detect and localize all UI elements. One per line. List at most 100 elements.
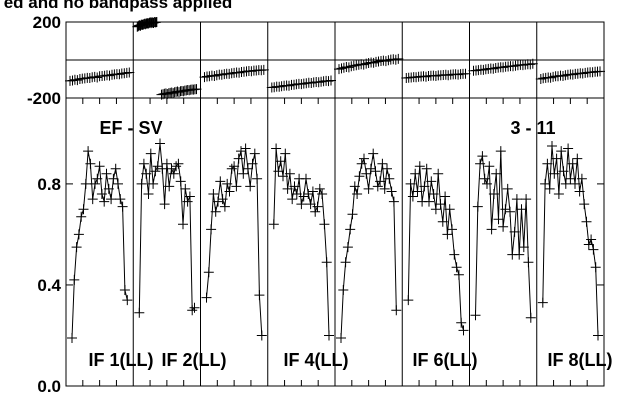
- phase-series-point: [393, 53, 404, 64]
- amplitude-series-point: [110, 163, 121, 174]
- phase-series-point: [209, 71, 220, 81]
- amplitude-series-point: [556, 146, 567, 157]
- phase-series-point: [72, 75, 83, 86]
- amplitude-series-point: [236, 146, 246, 157]
- amplitude-series-point: [284, 168, 295, 179]
- amplitude-series-point: [67, 333, 77, 343]
- amplitude-series-point: [136, 178, 147, 189]
- amplitude-series-point: [475, 158, 486, 169]
- amplitude-series-point: [83, 146, 94, 157]
- phase-series-point: [92, 72, 103, 83]
- amplitude-series-point: [477, 151, 488, 162]
- amplitude-series-point: [368, 148, 379, 159]
- amplitude-series-point: [115, 194, 126, 205]
- amplitude-series-line: [206, 148, 263, 336]
- amplitude-series-point: [388, 196, 399, 207]
- amplitude-series-point: [435, 199, 446, 210]
- amplitude-series-point: [321, 257, 332, 268]
- amplitude-series-point: [312, 201, 323, 212]
- phase-series-point: [124, 67, 135, 78]
- amplitude-series-point: [280, 148, 291, 159]
- phase-series-point: [191, 84, 202, 95]
- phase-series-point: [380, 56, 391, 67]
- phase-series-point: [199, 72, 210, 83]
- amplitude-series-point: [442, 229, 453, 240]
- amplitude-series-point: [377, 158, 388, 169]
- amplitude-series-point: [275, 156, 286, 167]
- amplitude-series-point: [245, 181, 256, 192]
- amplitude-series-point: [514, 249, 525, 260]
- amplitude-series-point: [307, 186, 318, 197]
- amplitude-series-point: [407, 191, 418, 202]
- amplitude-series-point: [563, 143, 574, 154]
- amplitude-series-point: [278, 171, 288, 182]
- amplitude-series-point: [352, 189, 363, 199]
- amplitude-series-point: [173, 158, 184, 169]
- amplitude-series-point: [542, 158, 553, 169]
- amplitude-series-point: [372, 181, 383, 192]
- amplitude-series-point: [305, 199, 316, 210]
- amplitude-series-point: [449, 249, 460, 260]
- amplitude-series-point: [301, 173, 311, 184]
- amplitude-series-point: [287, 194, 298, 205]
- amplitude-series-point: [493, 214, 504, 225]
- amplitude-series-point: [242, 163, 253, 174]
- amplitude-series-point: [233, 153, 244, 164]
- phase-series-point: [224, 68, 235, 79]
- amplitude-series-point: [581, 216, 592, 227]
- amplitude-series-point: [291, 189, 302, 199]
- amplitude-series-point: [175, 176, 186, 187]
- amplitude-series-point: [347, 209, 358, 220]
- amplitude-series-point: [340, 257, 351, 268]
- amplitude-series-point: [298, 191, 309, 202]
- amplitude-series-point: [363, 183, 374, 194]
- if-label: IF 2(LL): [162, 350, 227, 370]
- amplitude-series-point: [523, 257, 534, 268]
- amplitude-series-point: [319, 219, 330, 230]
- amplitude-series-point: [593, 330, 603, 341]
- amplitude-series-point: [356, 158, 367, 169]
- phase-series-point: [343, 62, 354, 73]
- amplitude-series-point: [189, 302, 200, 313]
- amplitude-series-point: [428, 189, 439, 199]
- amplitude-series-point: [240, 143, 251, 154]
- amplitude-series-point: [224, 186, 235, 197]
- amplitude-series-point: [273, 166, 284, 177]
- amplitude-series-point: [453, 269, 464, 280]
- phase-series-point: [535, 74, 546, 84]
- amplitude-ytick-label: 0.8: [37, 175, 61, 194]
- phase-series-point: [323, 76, 334, 87]
- amplitude-series-point: [540, 178, 551, 189]
- amplitude-series-point: [553, 189, 564, 199]
- amplitude-series-point: [69, 274, 80, 285]
- amplitude-series-point: [405, 178, 416, 189]
- if-label: IF 8(LL): [548, 350, 613, 370]
- phase-series-point: [508, 61, 518, 72]
- amplitude-series-point: [590, 262, 601, 273]
- phase-series-point: [274, 81, 285, 92]
- amplitude-series-point: [375, 176, 386, 187]
- amplitude-series-point: [583, 239, 594, 250]
- amplitude-series-point: [222, 178, 233, 189]
- amplitude-series-point: [565, 173, 576, 184]
- phase-series-point: [178, 86, 189, 97]
- phase-series-point: [89, 71, 100, 82]
- amplitude-series-point: [437, 216, 448, 227]
- amplitude-series-point: [226, 163, 237, 174]
- phase-series-point: [527, 58, 538, 69]
- amplitude-series-point: [161, 158, 172, 169]
- amplitude-series-point: [482, 178, 492, 189]
- amplitude-series-point: [247, 158, 258, 169]
- phase-series-point: [361, 58, 372, 69]
- amplitude-series-point: [419, 181, 430, 192]
- phase-series-point: [336, 63, 347, 74]
- amplitude-series-point: [410, 168, 421, 179]
- amplitude-series-point: [289, 181, 300, 192]
- amplitude-series-point: [166, 163, 177, 174]
- amplitude-series-point: [148, 178, 159, 189]
- amplitude-series-point: [219, 201, 230, 212]
- amplitude-series-point: [203, 267, 214, 278]
- phase-series-point: [577, 68, 588, 79]
- amplitude-series-point: [421, 163, 432, 174]
